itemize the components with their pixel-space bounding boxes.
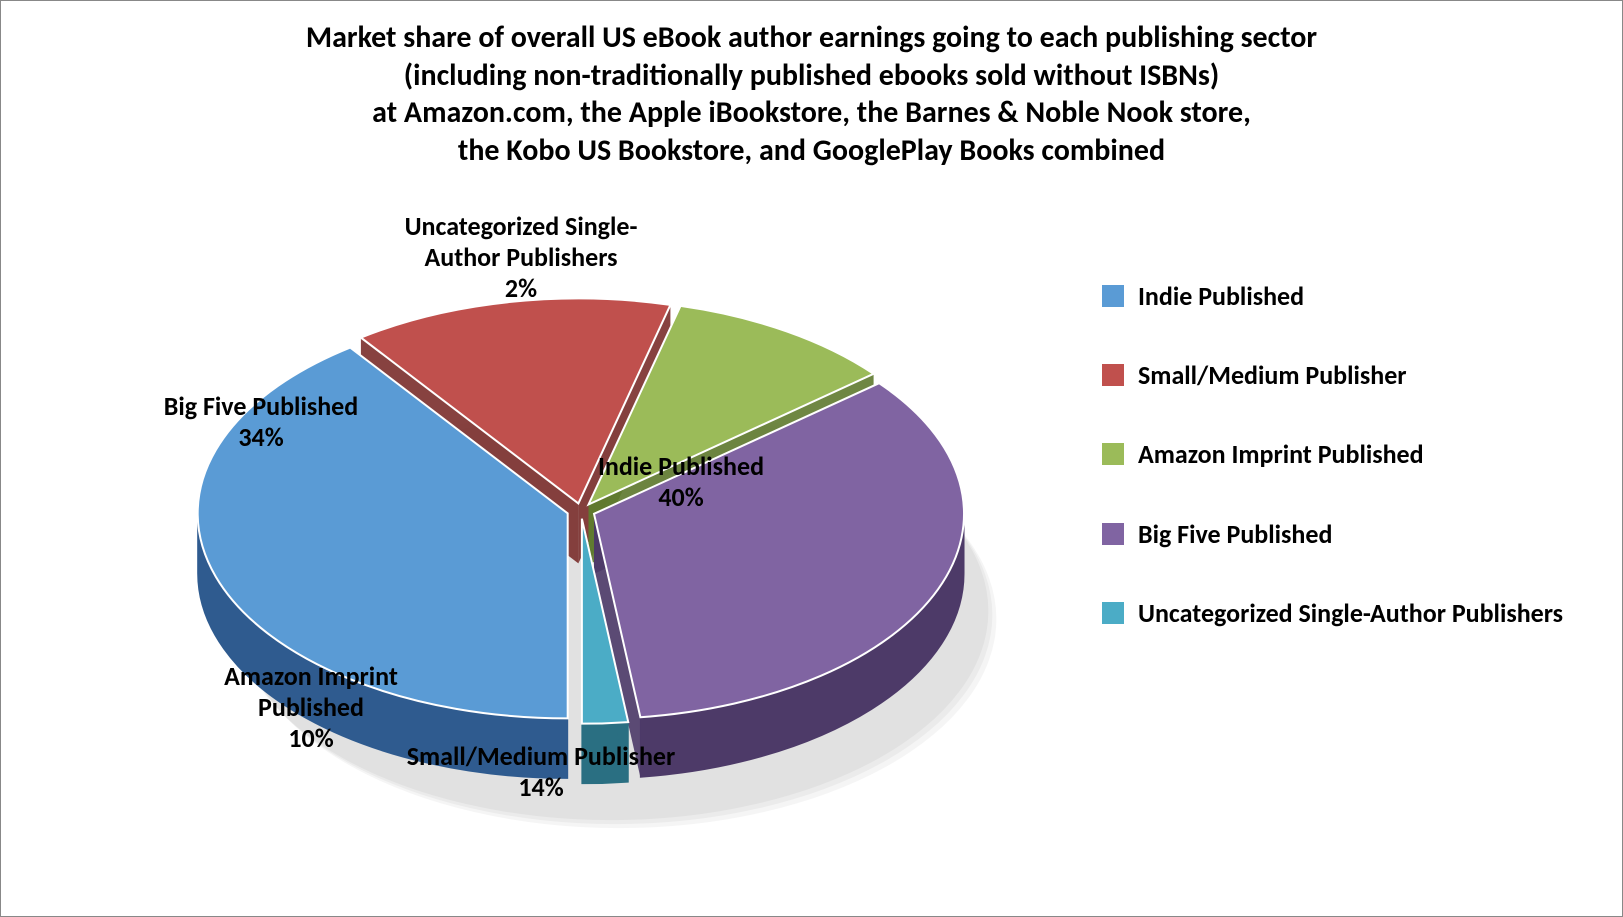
legend-label: Uncategorized Single-Author Publishers xyxy=(1138,598,1563,629)
legend-swatch xyxy=(1102,523,1124,545)
legend-item: Indie Published xyxy=(1102,281,1582,312)
title-line-3: at Amazon.com, the Apple iBookstore, the… xyxy=(1,94,1622,132)
chart-title: Market share of overall US eBook author … xyxy=(1,19,1622,169)
legend-swatch xyxy=(1102,285,1124,307)
legend-swatch xyxy=(1102,602,1124,624)
legend-item: Big Five Published xyxy=(1102,519,1582,550)
legend-item: Amazon Imprint Published xyxy=(1102,439,1582,470)
pie-data-label: Amazon Imprint Published 10% xyxy=(224,661,398,755)
title-line-1: Market share of overall US eBook author … xyxy=(1,19,1622,57)
legend-label: Big Five Published xyxy=(1138,519,1332,550)
legend-item: Uncategorized Single-Author Publishers xyxy=(1102,598,1582,629)
legend-swatch xyxy=(1102,364,1124,386)
legend: Indie Published Small/Medium Publisher Ama… xyxy=(1102,281,1582,677)
legend-label: Amazon Imprint Published xyxy=(1138,439,1424,470)
title-line-4: the Kobo US Bookstore, and GooglePlay Bo… xyxy=(1,132,1622,170)
legend-label: Indie Published xyxy=(1138,281,1304,312)
legend-label: Small/Medium Publisher xyxy=(1138,360,1407,391)
pie-data-label: Uncategorized Single- Author Publishers … xyxy=(405,211,638,305)
legend-swatch xyxy=(1102,443,1124,465)
pie-chart: Indie Published 40% Small/Medium Publishe… xyxy=(61,191,1041,891)
pie-data-label: Big Five Published 34% xyxy=(164,391,358,453)
pie-data-label: Small/Medium Publisher 14% xyxy=(407,741,676,803)
title-line-2: (including non-traditionally published e… xyxy=(1,57,1622,95)
legend-item: Small/Medium Publisher xyxy=(1102,360,1582,391)
pie-data-label: Indie Published 40% xyxy=(598,451,764,513)
chart-frame: Market share of overall US eBook author … xyxy=(0,0,1623,917)
